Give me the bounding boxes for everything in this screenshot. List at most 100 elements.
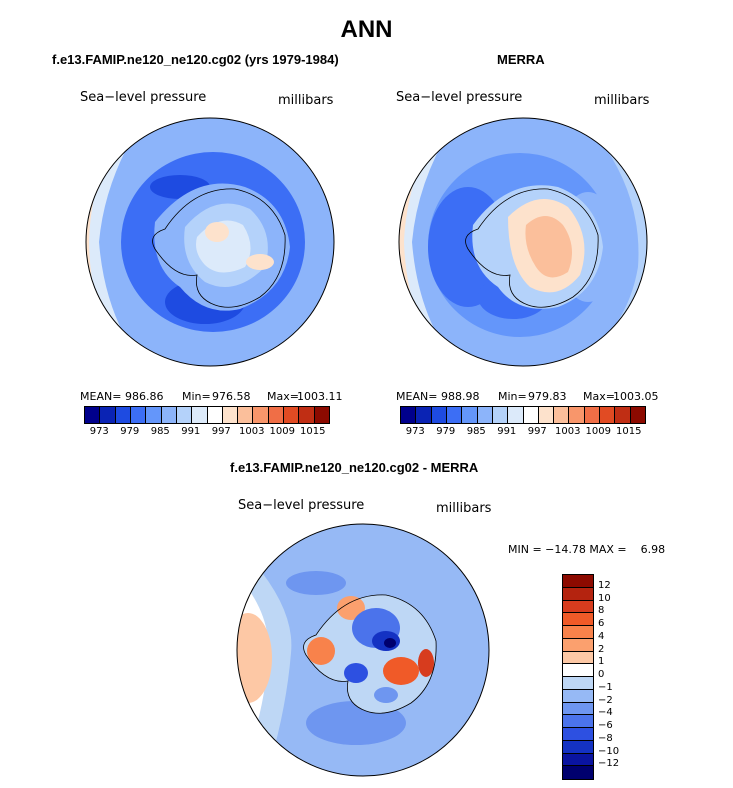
panel2-mean-value: 988.98	[441, 390, 480, 403]
panel1-units-label: millibars	[278, 93, 334, 108]
colorbar-swatch	[100, 407, 116, 423]
diff-minmax-text: MIN = −14.78 MAX = 6.98	[508, 543, 666, 556]
colorbar-tick-label: 997	[211, 426, 231, 437]
colorbar-swatch	[563, 638, 593, 652]
colorbar-swatch	[563, 715, 593, 728]
colorbar-tick-label: −8	[598, 732, 613, 744]
colorbar-tick-label: −6	[598, 720, 613, 731]
colorbar-swatch	[563, 766, 593, 779]
panel2-units-label: millibars	[594, 93, 650, 108]
diff-polar-map	[236, 523, 490, 777]
panel2-polar-map	[398, 117, 648, 367]
colorbar-swatch	[630, 407, 645, 423]
colorbar-swatch	[563, 740, 593, 754]
colorbar-tick-label: 6	[598, 618, 605, 629]
diff-colorbar	[562, 574, 594, 780]
colorbar-swatch	[538, 407, 555, 423]
colorbar-tick-label: 10	[598, 592, 611, 604]
diff-title: f.e13.FAMIP.ne120_ne120.cg02 - MERRA	[230, 460, 479, 475]
colorbar-tick-label: 1009	[585, 426, 611, 437]
colorbar-swatch	[563, 600, 593, 614]
colorbar-tick-label: 0	[598, 669, 605, 680]
panel2-variable-label: Sea−level pressure	[396, 90, 523, 105]
colorbar-swatch	[584, 407, 601, 423]
colorbar-tick-label: 1003	[555, 426, 581, 437]
colorbar-swatch	[563, 702, 593, 716]
colorbar-tick-label: −10	[598, 745, 620, 757]
colorbar-swatch	[563, 689, 593, 703]
colorbar-swatch	[207, 407, 223, 423]
main-title: ANN	[340, 16, 393, 43]
colorbar-tick-label: 1003	[239, 426, 265, 437]
colorbar-tick-label: 1	[598, 656, 605, 668]
colorbar-tick-label: 2	[598, 643, 605, 655]
colorbar-swatch	[401, 407, 417, 423]
colorbar-swatch	[146, 407, 162, 423]
colorbar-tick-label: 12	[598, 579, 611, 591]
colorbar-swatch	[563, 575, 593, 588]
panel2-mean-label: MEAN=	[396, 390, 438, 403]
colorbar-tick-label: 997	[527, 426, 547, 437]
colorbar-swatch	[130, 407, 147, 423]
colorbar-swatch	[446, 407, 463, 423]
colorbar-tick-label: 979	[436, 426, 456, 437]
panel1-min-value: 976.58	[212, 390, 251, 403]
panel1-max-label: Max=	[267, 390, 299, 403]
colorbar-tick-label: 973	[89, 426, 109, 437]
colorbar-swatch	[563, 728, 593, 741]
panel2-min-label: Min=	[498, 390, 527, 403]
panel2-max-label: Max=	[583, 390, 615, 403]
colorbar-swatch	[416, 407, 432, 423]
colorbar-tick-label: 979	[120, 426, 140, 437]
diff-variable-label: Sea−level pressure	[238, 498, 365, 513]
colorbar-swatch	[268, 407, 285, 423]
panel1-mean-label: MEAN=	[80, 390, 122, 403]
panel2-max-value: 1003.05	[613, 390, 659, 403]
colorbar-tick-label: −1	[598, 681, 613, 693]
panel2-colorbar	[400, 406, 646, 424]
colorbar-swatch	[431, 407, 447, 423]
panel1-title: f.e13.FAMIP.ne120_ne120.cg02 (yrs 1979-1…	[52, 52, 339, 67]
colorbar-swatch	[600, 407, 616, 423]
colorbar-tick-label: 1015	[300, 426, 326, 437]
colorbar-swatch	[299, 407, 315, 423]
colorbar-tick-label: 985	[150, 426, 170, 437]
colorbar-swatch	[477, 407, 493, 423]
colorbar-tick-label: 1009	[269, 426, 295, 437]
panel2-min-value: 979.83	[528, 390, 567, 403]
colorbar-swatch	[563, 626, 593, 639]
colorbar-swatch	[563, 587, 593, 601]
colorbar-swatch	[554, 407, 570, 423]
panel1-colorbar	[84, 406, 330, 424]
colorbar-swatch	[115, 407, 131, 423]
colorbar-swatch	[563, 664, 593, 677]
colorbar-swatch	[563, 651, 593, 665]
diff-units-label: millibars	[436, 501, 492, 516]
colorbar-swatch	[85, 407, 101, 423]
panel1-mean-value: 986.86	[125, 390, 164, 403]
colorbar-tick-label: −12	[598, 758, 620, 770]
colorbar-swatch	[569, 407, 585, 423]
colorbar-tick-label: 985	[466, 426, 486, 437]
colorbar-swatch	[563, 677, 593, 690]
colorbar-tick-label: 973	[405, 426, 425, 437]
colorbar-tick-label: −2	[598, 694, 613, 706]
colorbar-swatch	[238, 407, 254, 423]
panel2-title: MERRA	[497, 52, 545, 67]
colorbar-swatch	[222, 407, 239, 423]
colorbar-tick-label: −4	[598, 707, 613, 719]
colorbar-swatch	[508, 407, 524, 423]
colorbar-swatch	[492, 407, 509, 423]
colorbar-tick-label: 8	[598, 605, 605, 617]
colorbar-tick-label: 1015	[616, 426, 642, 437]
colorbar-swatch	[176, 407, 193, 423]
colorbar-swatch	[462, 407, 478, 423]
colorbar-tick-label: 4	[598, 630, 605, 642]
colorbar-swatch	[192, 407, 208, 423]
panel1-max-value: 1003.11	[297, 390, 343, 403]
colorbar-tick-label: 991	[497, 426, 517, 437]
colorbar-swatch	[161, 407, 177, 423]
panel1-variable-label: Sea−level pressure	[80, 90, 207, 105]
colorbar-swatch	[563, 613, 593, 626]
colorbar-swatch	[314, 407, 329, 423]
